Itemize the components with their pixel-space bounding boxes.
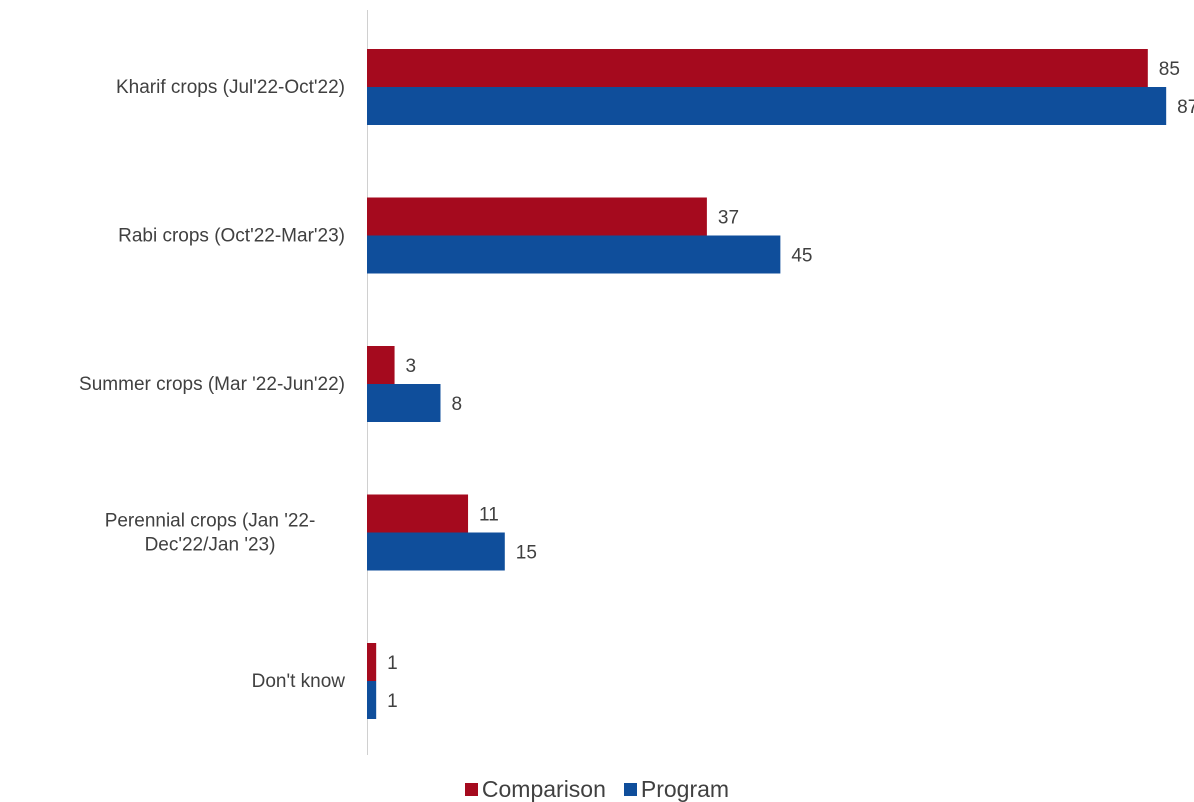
data-label-program: 8 — [451, 394, 462, 415]
data-label-comparison: 1 — [387, 653, 398, 674]
data-label-comparison: 11 — [479, 505, 499, 526]
legend-swatch-comparison — [464, 782, 478, 796]
data-label-program: 15 — [516, 543, 537, 564]
bar-comparison — [367, 197, 707, 236]
bar-program — [367, 87, 1167, 125]
category-label: Don't know — [252, 671, 346, 692]
data-label-program: 45 — [791, 246, 812, 267]
data-label-program: 87 — [1177, 97, 1194, 118]
bar-comparison — [367, 494, 469, 533]
data-label-comparison: 37 — [718, 208, 739, 229]
bar-program — [367, 235, 781, 274]
bar-comparison — [367, 49, 1148, 87]
bar-comparison — [367, 643, 377, 681]
legend-label-program: Program — [640, 776, 730, 802]
data-label-comparison: 3 — [406, 356, 417, 377]
bar-comparison — [367, 346, 395, 384]
legend-label-comparison: Comparison — [481, 776, 606, 802]
data-label-comparison: 85 — [1159, 59, 1180, 80]
legend-item-comparison: Comparison — [464, 776, 606, 802]
category-label: Dec'22/Jan '23) — [145, 535, 276, 556]
category-label: Perennial crops (Jan '22- — [105, 511, 316, 532]
category-label: Kharif crops (Jul'22-Oct'22) — [116, 77, 345, 98]
data-label-program: 1 — [387, 691, 398, 712]
category-label: Summer crops (Mar '22-Jun'22) — [79, 374, 345, 395]
bar-program — [367, 384, 441, 422]
bar-program — [367, 681, 377, 719]
legend: Comparison Program — [0, 776, 1194, 802]
legend-swatch-program — [623, 782, 637, 796]
category-label: Rabi crops (Oct'22-Mar'23) — [118, 226, 345, 247]
legend-item-program: Program — [623, 776, 730, 802]
bar-program — [367, 532, 505, 571]
